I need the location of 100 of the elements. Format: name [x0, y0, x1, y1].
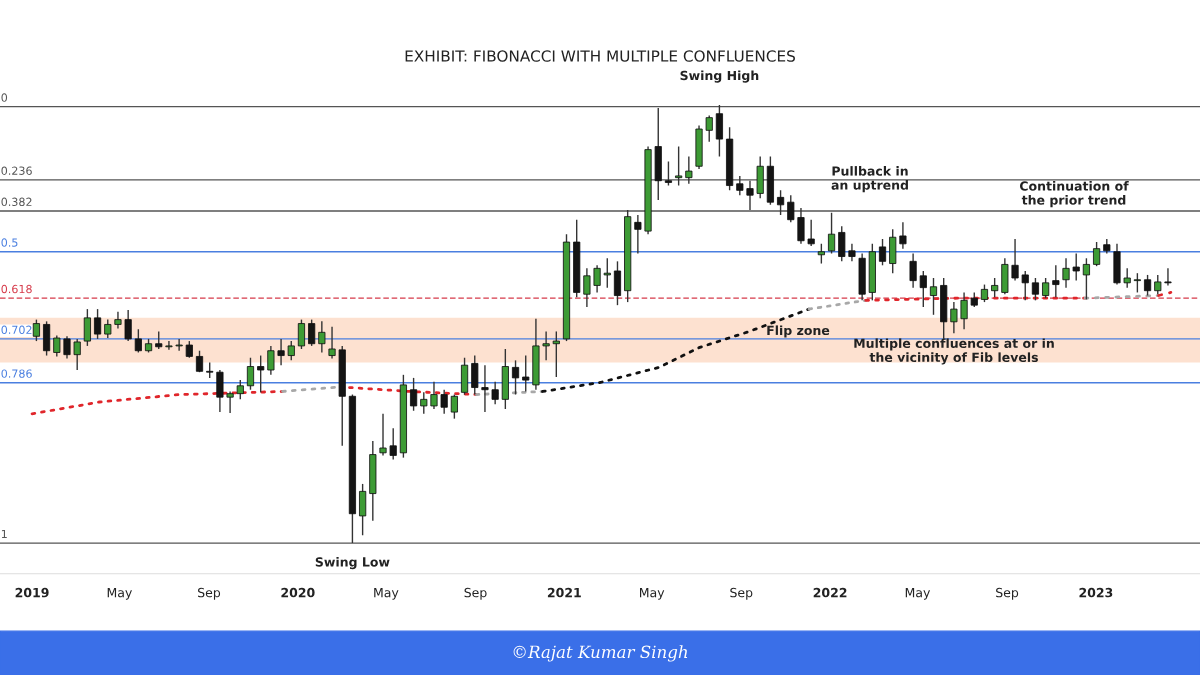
candlestick: [675, 145, 683, 187]
candlestick: [685, 155, 693, 185]
candlestick: [1143, 274, 1152, 297]
candlestick: [430, 381, 438, 410]
candlestick: [1052, 264, 1060, 298]
candlestick: [226, 390, 234, 414]
candlestick: [593, 264, 601, 294]
x-tick-label: Sep: [198, 587, 221, 600]
candlestick: [32, 318, 40, 342]
x-tick-label: 2020: [281, 587, 315, 598]
x-tick-label: 2022: [813, 587, 847, 598]
candlestick: [297, 318, 306, 350]
candlestick: [1062, 257, 1070, 289]
candlestick: [1082, 257, 1090, 301]
x-tick-label: May: [374, 588, 399, 600]
candlestick: [787, 194, 795, 224]
candlestick: [746, 180, 754, 211]
candlestick: [991, 277, 999, 298]
annotation: Multiple confluences at or in the vicinity of Fib levels: [854, 338, 1054, 365]
candlestick: [257, 354, 265, 394]
candlestick: [817, 243, 825, 265]
annotation: Swing Low: [315, 556, 390, 570]
candlestick: [73, 338, 81, 371]
x-tick-label: May: [107, 588, 132, 600]
x-tick-label: 2021: [547, 587, 581, 598]
candlestick: [1011, 238, 1019, 282]
candlestick: [1123, 267, 1131, 289]
candlestick: [287, 340, 295, 362]
candlestick: [165, 340, 173, 351]
candlestick: [736, 175, 744, 196]
candlestick: [929, 277, 938, 316]
candlestick: [1031, 277, 1040, 302]
candlestick: [1072, 252, 1080, 282]
candlestick: [410, 377, 418, 412]
candlestick: [83, 308, 91, 347]
candlestick: [124, 309, 132, 342]
candlestick: [552, 330, 560, 378]
candlestick: [827, 212, 836, 255]
candlestick: [522, 354, 530, 393]
band-label: Flip zone: [767, 325, 830, 338]
candlestick: [1154, 274, 1162, 295]
annotation: Pullback in an uptrend: [831, 166, 908, 193]
x-tick-label: May: [640, 588, 665, 600]
candlestick: [583, 267, 591, 308]
annotation: 0: [1, 93, 8, 102]
x-tick-label: 2023: [1079, 587, 1113, 598]
x-tick-label: Sep: [730, 587, 753, 600]
candlestick: [899, 221, 907, 250]
candlestick: [797, 207, 805, 245]
x-tick-label: May: [905, 588, 931, 600]
candlestick: [919, 270, 927, 308]
chart-title: EXHIBIT: FIBONACCI WITH MULTIPLE CONFLUENCES: [405, 50, 795, 62]
candlestick: [1164, 267, 1172, 287]
candlestick: [1042, 277, 1050, 299]
candlestick: [807, 219, 815, 247]
candlestick: [318, 320, 326, 354]
annotation: 1: [1, 529, 7, 538]
annotation: 0.618: [1, 284, 32, 294]
annotation: 0.702: [1, 325, 32, 334]
candlestick: [511, 359, 520, 396]
candlestick: [1021, 270, 1029, 302]
annotation: Continuation of the prior trend: [1019, 181, 1129, 208]
candlestick: [93, 308, 102, 340]
annotation: 0.382: [1, 197, 32, 207]
candlestick: [246, 357, 255, 391]
candlestick: [664, 160, 673, 187]
candlestick: [308, 318, 316, 347]
candlestick: [328, 325, 336, 360]
annotation: 0.786: [1, 369, 32, 378]
x-tick-label: 2019: [15, 587, 49, 598]
candlestick: [491, 381, 499, 405]
candlestick: [542, 330, 550, 362]
candlestick: [53, 334, 61, 358]
candlestick: [389, 427, 397, 461]
candlestick: [267, 345, 275, 376]
candlestick: [878, 238, 887, 266]
candlestick: [104, 318, 112, 339]
candlestick: [481, 364, 489, 413]
x-tick-label: Sep: [996, 587, 1019, 600]
candlestick: [950, 301, 958, 334]
candlestick: [450, 393, 458, 420]
candlestick: [420, 391, 428, 415]
annotation: 0.5: [1, 238, 18, 247]
annotation: Swing High: [680, 70, 759, 83]
candlestick: [277, 338, 285, 366]
x-tick-label: Sep: [464, 587, 487, 600]
candlestick: [1093, 241, 1101, 267]
candlestick: [63, 335, 71, 360]
candlestick: [1133, 272, 1141, 294]
candlestick: [909, 252, 917, 289]
candlestick: [379, 413, 387, 457]
candlestick: [960, 291, 968, 330]
candlestick: [777, 189, 785, 216]
candlestick: [236, 379, 244, 401]
text: ©Rajat Kumar Singh: [513, 645, 688, 662]
candlestick: [175, 338, 183, 352]
candlestick: [603, 257, 611, 289]
candlestick: [634, 214, 642, 255]
candlestick: [440, 389, 448, 415]
annotation: 0.236: [1, 166, 32, 175]
